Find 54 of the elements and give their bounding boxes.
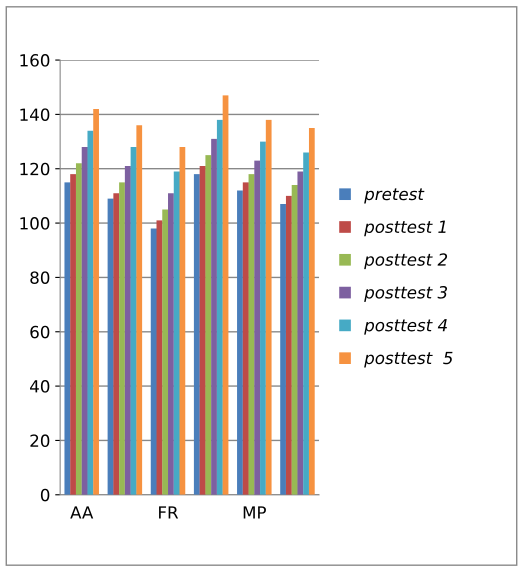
legend-label: posttest 1 [364, 220, 446, 236]
bar [70, 174, 76, 495]
bar [216, 120, 223, 495]
bar [162, 209, 168, 495]
legend-label: posttest 3 [364, 286, 448, 302]
bar [156, 220, 162, 495]
y-tick-label: 20 [30, 434, 50, 448]
legend-label: pretest [364, 188, 424, 204]
legend-label: posttest 2 [364, 253, 448, 270]
bar [205, 155, 212, 495]
bar [292, 185, 298, 495]
bar [280, 204, 286, 495]
bar [308, 128, 315, 495]
bar [303, 152, 309, 495]
bar [93, 108, 99, 495]
bar [168, 193, 174, 495]
bar [286, 196, 292, 495]
bar [130, 147, 136, 495]
bar [194, 174, 200, 495]
x-tick-label: FR [159, 506, 178, 519]
bar [242, 182, 249, 495]
bar [87, 130, 94, 495]
bar [260, 142, 266, 495]
bar [254, 160, 260, 495]
bar [150, 228, 157, 495]
legend-label: posttest 4 [364, 319, 447, 335]
bar [248, 174, 254, 495]
bar [200, 166, 206, 495]
y-tick-label: 120 [20, 162, 50, 176]
y-tick-label: 40 [30, 380, 50, 393]
bar [119, 182, 125, 495]
bar [76, 163, 82, 495]
bar [64, 182, 70, 495]
y-tick-label: 100 [20, 217, 50, 230]
y-tick-label: 60 [30, 326, 50, 338]
bar [180, 147, 186, 495]
x-tick-label: MP [244, 506, 266, 519]
bar [113, 193, 120, 495]
bar [222, 95, 228, 495]
bar [108, 198, 114, 495]
y-tick-label: 140 [20, 108, 50, 121]
y-tick-label: 160 [20, 54, 50, 67]
bar [136, 125, 142, 495]
bar [266, 120, 272, 495]
x-tick-label: AA [70, 506, 94, 519]
legend-label: posttest 5 [364, 352, 452, 368]
y-tick-label: 80 [30, 271, 50, 284]
bar [297, 171, 304, 495]
bar [174, 171, 180, 495]
y-tick-label: 0 [40, 488, 50, 502]
bar [211, 138, 217, 495]
bar [82, 147, 88, 495]
bar [124, 166, 131, 495]
bar [237, 190, 243, 495]
